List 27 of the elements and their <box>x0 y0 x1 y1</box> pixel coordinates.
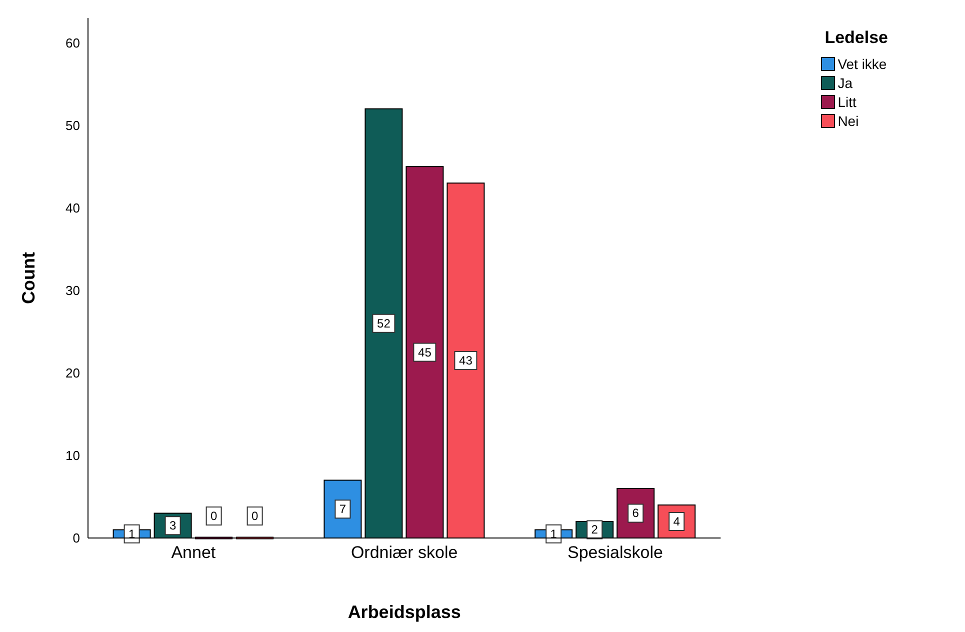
y-tick-label: 0 <box>72 530 80 546</box>
data-label: 45 <box>418 345 432 360</box>
y-tick-label: 20 <box>66 366 80 381</box>
legend-label: Vet ikke <box>838 56 887 72</box>
y-axis-title: Count <box>18 252 38 304</box>
legend-title: Ledelse <box>824 28 888 48</box>
y-tick-label: 40 <box>66 200 80 216</box>
y-tick-label: 30 <box>66 282 80 298</box>
legend-label: Litt <box>838 94 856 110</box>
data-label: 4 <box>673 514 680 528</box>
data-label: 2 <box>591 522 598 537</box>
data-label: 0 <box>210 509 218 523</box>
x-tick-label: Ordniær skole <box>350 543 458 562</box>
x-tick-label: Spesialskole <box>568 543 663 562</box>
y-tick-label: 60 <box>66 35 80 50</box>
data-label: 52 <box>377 316 391 330</box>
data-label: 3 <box>169 518 176 533</box>
data-label: 6 <box>632 506 640 520</box>
legend-label: Ja <box>838 74 852 90</box>
data-label: 7 <box>339 502 346 516</box>
x-axis-title: Arbeidsplass <box>348 602 461 622</box>
data-label: 0 <box>251 509 258 523</box>
x-tick-label: Annet <box>171 543 216 562</box>
data-label: 43 <box>459 354 473 368</box>
y-tick-label: 10 <box>66 448 80 464</box>
y-tick-label: 50 <box>66 118 80 133</box>
legend-label: Nei <box>838 112 859 128</box>
